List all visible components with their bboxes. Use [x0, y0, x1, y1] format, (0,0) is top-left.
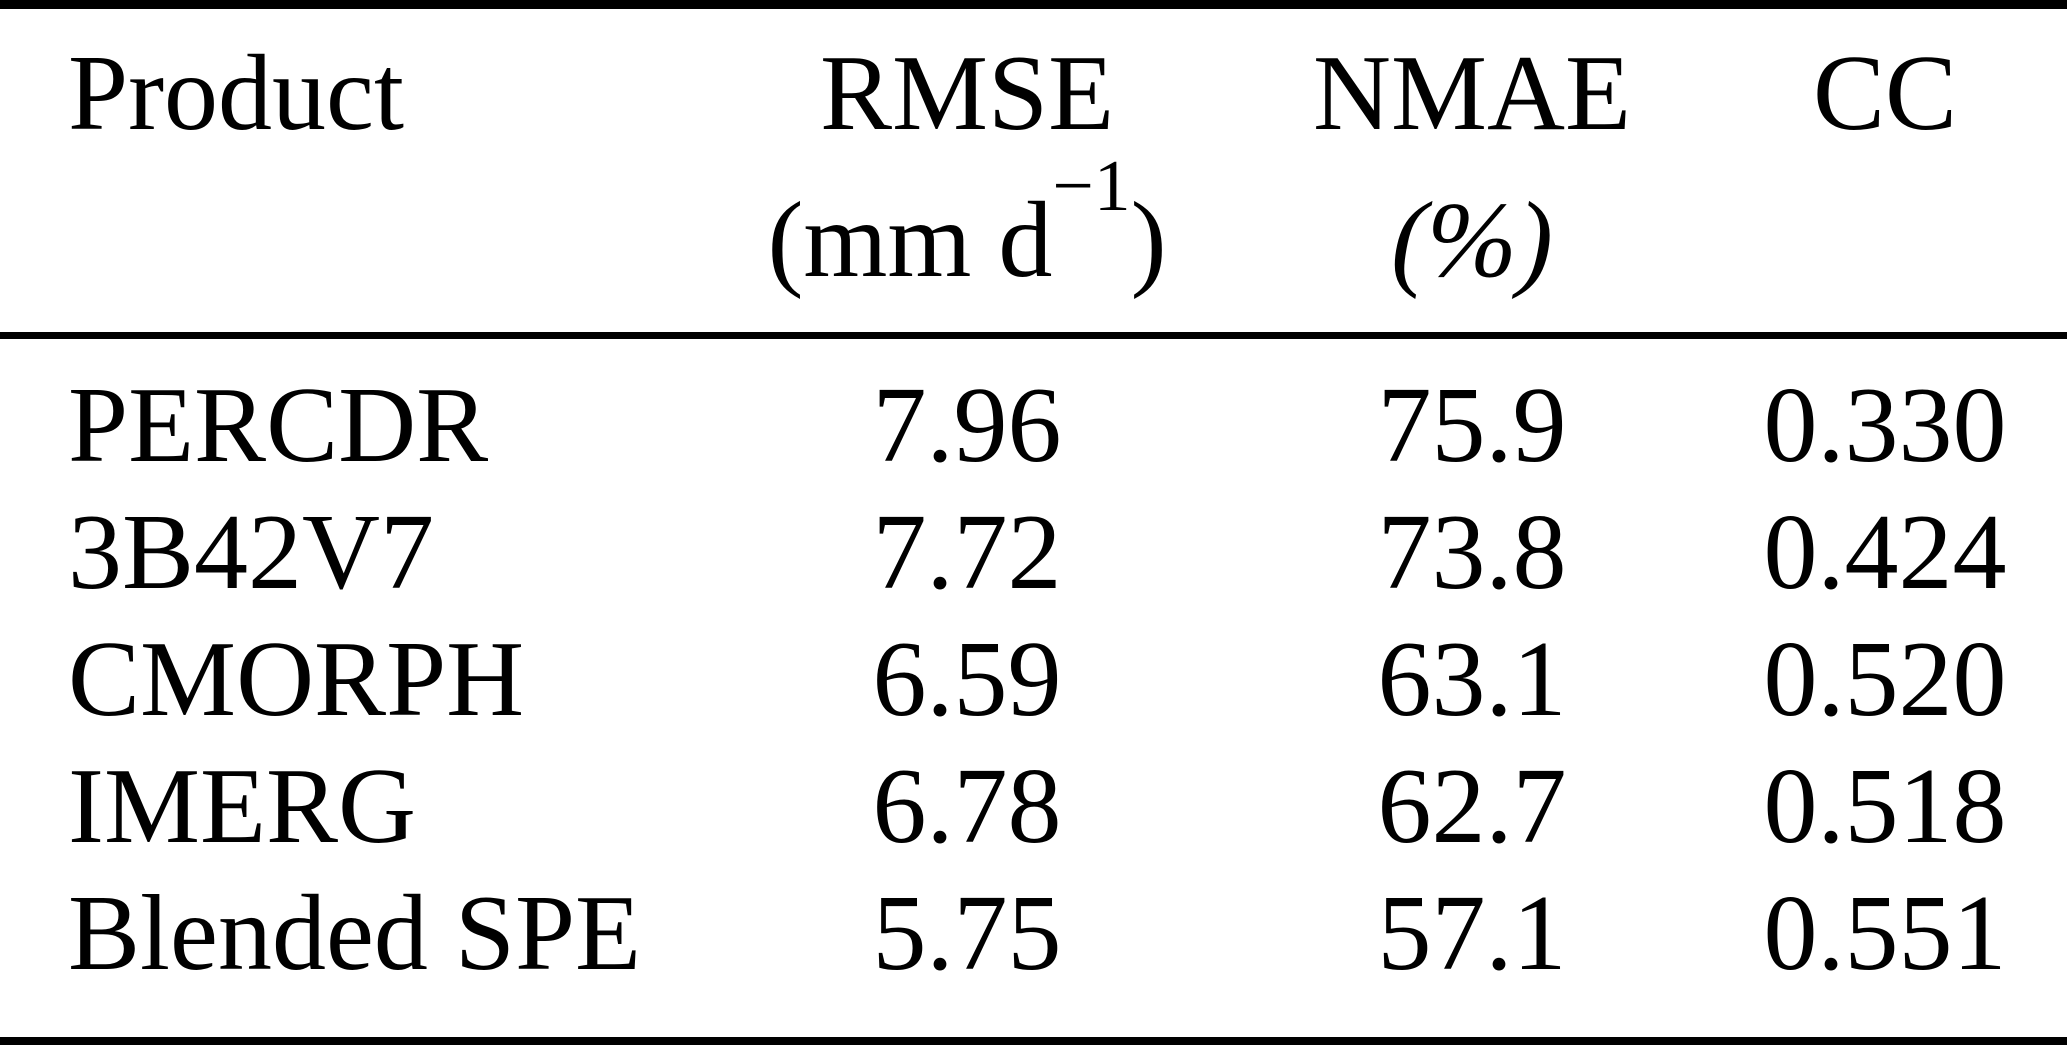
product-name: 3B42V7 — [68, 493, 435, 612]
nmae-value: 62.7 — [1377, 747, 1567, 866]
cc-value: 0.424 — [1763, 493, 2007, 612]
unit-product-empty — [0, 181, 740, 301]
nmae-value: 63.1 — [1377, 620, 1567, 739]
nmae-value: 75.9 — [1377, 366, 1567, 485]
column-header-product: Product — [68, 34, 404, 153]
unit-rmse-exponent: −1 — [1052, 144, 1131, 226]
product-name: PERCDR — [68, 366, 489, 485]
cc-value: 0.551 — [1763, 874, 2007, 993]
rmse-value: 6.78 — [872, 747, 1062, 866]
product-name: Blended SPE — [68, 874, 642, 993]
unit-rmse-prefix: (mm d — [767, 181, 1053, 300]
cc-value: 0.518 — [1763, 747, 2007, 866]
column-header-nmae: NMAE — [1313, 34, 1631, 153]
unit-rmse: (mm d−1) — [740, 148, 1194, 301]
unit-rmse-suffix: ) — [1130, 181, 1167, 300]
table-row: Blended SPE 5.75 57.1 0.551 — [0, 874, 2067, 994]
table-units-row: (mm d−1) (%) — [0, 148, 2067, 301]
table-bottom-rule — [0, 1037, 2067, 1045]
table-row: PERCDR 7.96 75.9 0.330 — [0, 366, 2067, 486]
rmse-value: 5.75 — [872, 874, 1062, 993]
table-row: 3B42V7 7.72 73.8 0.424 — [0, 493, 2067, 613]
product-name: IMERG — [68, 747, 416, 866]
unit-nmae: (%) — [1391, 181, 1553, 300]
cc-value: 0.520 — [1763, 620, 2007, 739]
table-row: IMERG 6.78 62.7 0.518 — [0, 747, 2067, 867]
rmse-value: 6.59 — [872, 620, 1062, 739]
cc-value: 0.330 — [1763, 366, 2007, 485]
table-top-rule — [0, 0, 2067, 9]
column-header-cc: CC — [1812, 34, 1958, 153]
table-header-row: Product RMSE NMAE CC — [0, 34, 2067, 154]
rmse-value: 7.96 — [872, 366, 1062, 485]
nmae-value: 73.8 — [1377, 493, 1567, 612]
unit-cc-empty — [1750, 181, 2020, 301]
table-row: CMORPH 6.59 63.1 0.520 — [0, 620, 2067, 740]
nmae-value: 57.1 — [1377, 874, 1567, 993]
rmse-value: 7.72 — [872, 493, 1062, 612]
product-name: CMORPH — [68, 620, 525, 739]
column-header-rmse: RMSE — [819, 34, 1115, 153]
table-mid-rule — [0, 332, 2067, 339]
